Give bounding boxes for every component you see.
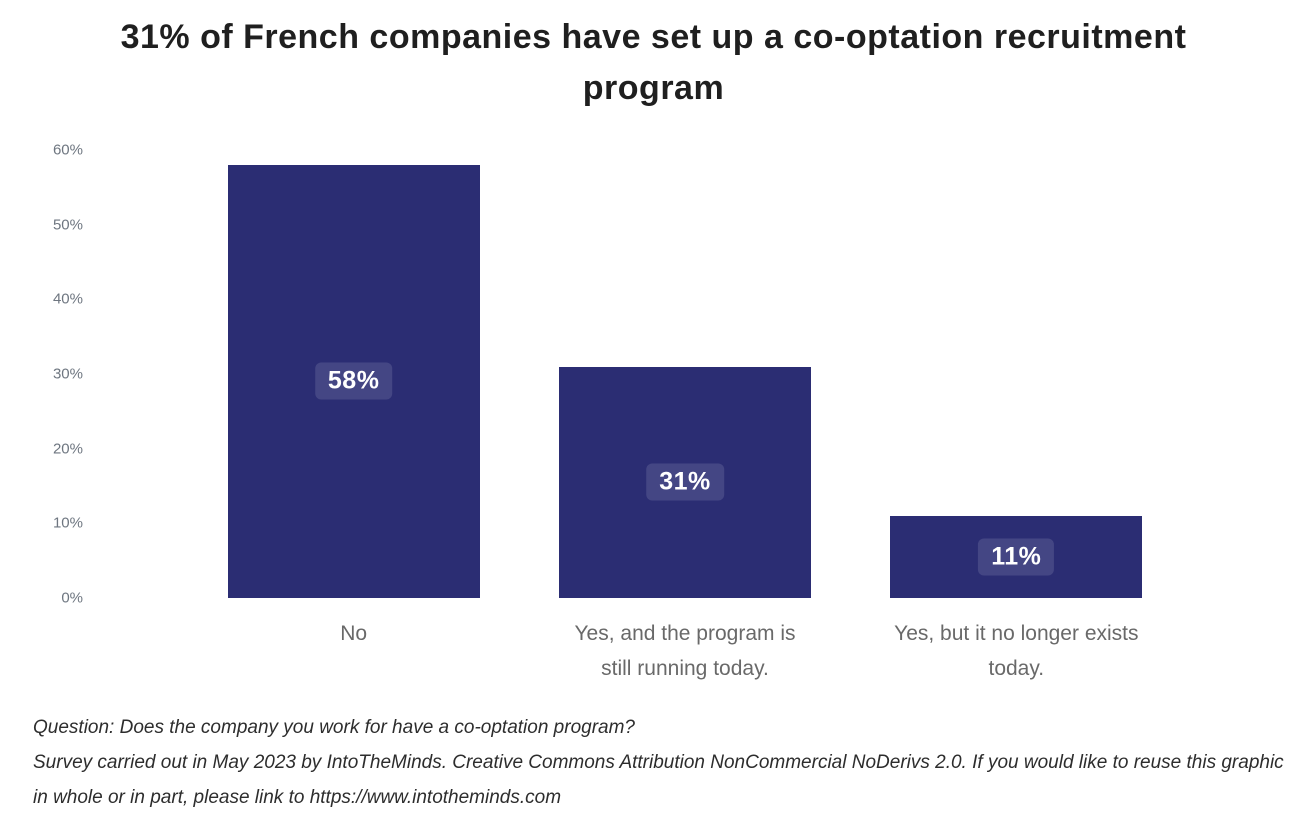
value-label-chip: 11%	[978, 538, 1055, 576]
y-tick-label: 60%	[52, 141, 83, 159]
y-tick-label: 50%	[52, 216, 83, 234]
bar: 11%	[890, 515, 1143, 598]
footer-question: Question: Does the company you work for …	[33, 717, 635, 738]
bar: 31%	[558, 366, 811, 598]
category-label: Yes, but it no longer exists today.	[894, 622, 1139, 680]
bar-slot: 31%	[519, 150, 850, 598]
value-label-chip: 31%	[646, 463, 724, 501]
y-tick-label: 10%	[52, 514, 83, 532]
category-label: Yes, and the program is still running to…	[574, 622, 796, 680]
footer-note: Question: Does the company you work for …	[33, 710, 1303, 815]
y-tick-label: 20%	[52, 440, 83, 458]
category-label: No	[340, 622, 368, 645]
y-axis: 0% 10% 20% 30% 40% 50% 60%	[0, 143, 83, 606]
value-label-chip: 58%	[314, 362, 393, 400]
y-tick-label: 0%	[61, 589, 83, 607]
y-tick-label: 30%	[52, 365, 83, 383]
bar-slot: 11%	[851, 150, 1182, 598]
chart-title: 31% of French companies have set up a co…	[120, 18, 1187, 107]
y-tick-label: 40%	[52, 290, 83, 308]
footer-attribution: Survey carried out in May 2023 by IntoTh…	[33, 752, 1284, 808]
bar-slot: 58%	[188, 150, 519, 598]
category-axis: No Yes, and the program is still running …	[188, 616, 1182, 686]
plot-area: 58% 31% 11%	[188, 150, 1182, 598]
bar: 58%	[227, 164, 480, 598]
